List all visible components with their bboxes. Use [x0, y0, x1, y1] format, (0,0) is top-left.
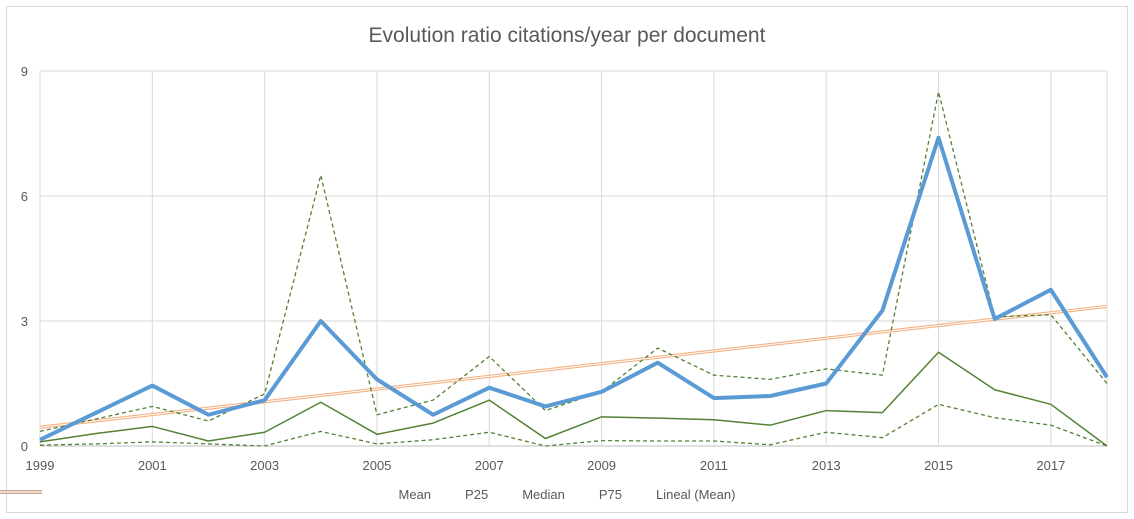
chart-title: Evolution ratio citations/year per docum…: [368, 24, 766, 47]
y-tick-label: 6: [21, 189, 28, 204]
series-line-median: [39, 351, 1108, 447]
y-tick-label: 9: [21, 64, 28, 79]
legend-label-median: Median: [522, 487, 565, 502]
series-line-p75: [39, 91, 1108, 433]
series-line-p25: [39, 403, 1108, 447]
y-tick-label: 3: [21, 314, 28, 329]
legend: Mean P25 Median P75 Lineal (Mean): [0, 487, 1134, 502]
legend-item-p25: P25: [0, 487, 489, 502]
x-tick-label: 2001: [138, 458, 167, 473]
x-tick-label: 2007: [475, 458, 504, 473]
x-tick-label: 2009: [587, 458, 616, 473]
legend-item-mean: Mean: [0, 487, 432, 502]
y-tick-label: 0: [21, 439, 28, 454]
legend-item-p75: P75: [0, 487, 622, 502]
chart-frame: [6, 6, 1128, 513]
x-tick-label: 2011: [700, 458, 728, 473]
series-line-lineal-mean-inner: [39, 305, 1108, 428]
legend-label-p25: P25: [465, 487, 489, 502]
legend-item-lineal-mean: Lineal (Mean): [0, 487, 736, 502]
legend-label-p75: P75: [598, 487, 622, 502]
x-tick-label: 2015: [924, 458, 953, 473]
x-tick-label: 2003: [250, 458, 279, 473]
legend-label-mean: Mean: [398, 487, 432, 502]
x-tick-label: 1999: [26, 458, 55, 473]
x-tick-label: 2013: [812, 458, 841, 473]
x-tick-label: 2017: [1036, 458, 1065, 473]
legend-swatch-lineal-mean: [0, 490, 42, 494]
legend-item-median: Median: [0, 487, 565, 502]
series-line-mean: [39, 135, 1109, 442]
x-tick-label: 2005: [362, 458, 391, 473]
legend-label-lineal-mean: Lineal (Mean): [655, 487, 736, 502]
